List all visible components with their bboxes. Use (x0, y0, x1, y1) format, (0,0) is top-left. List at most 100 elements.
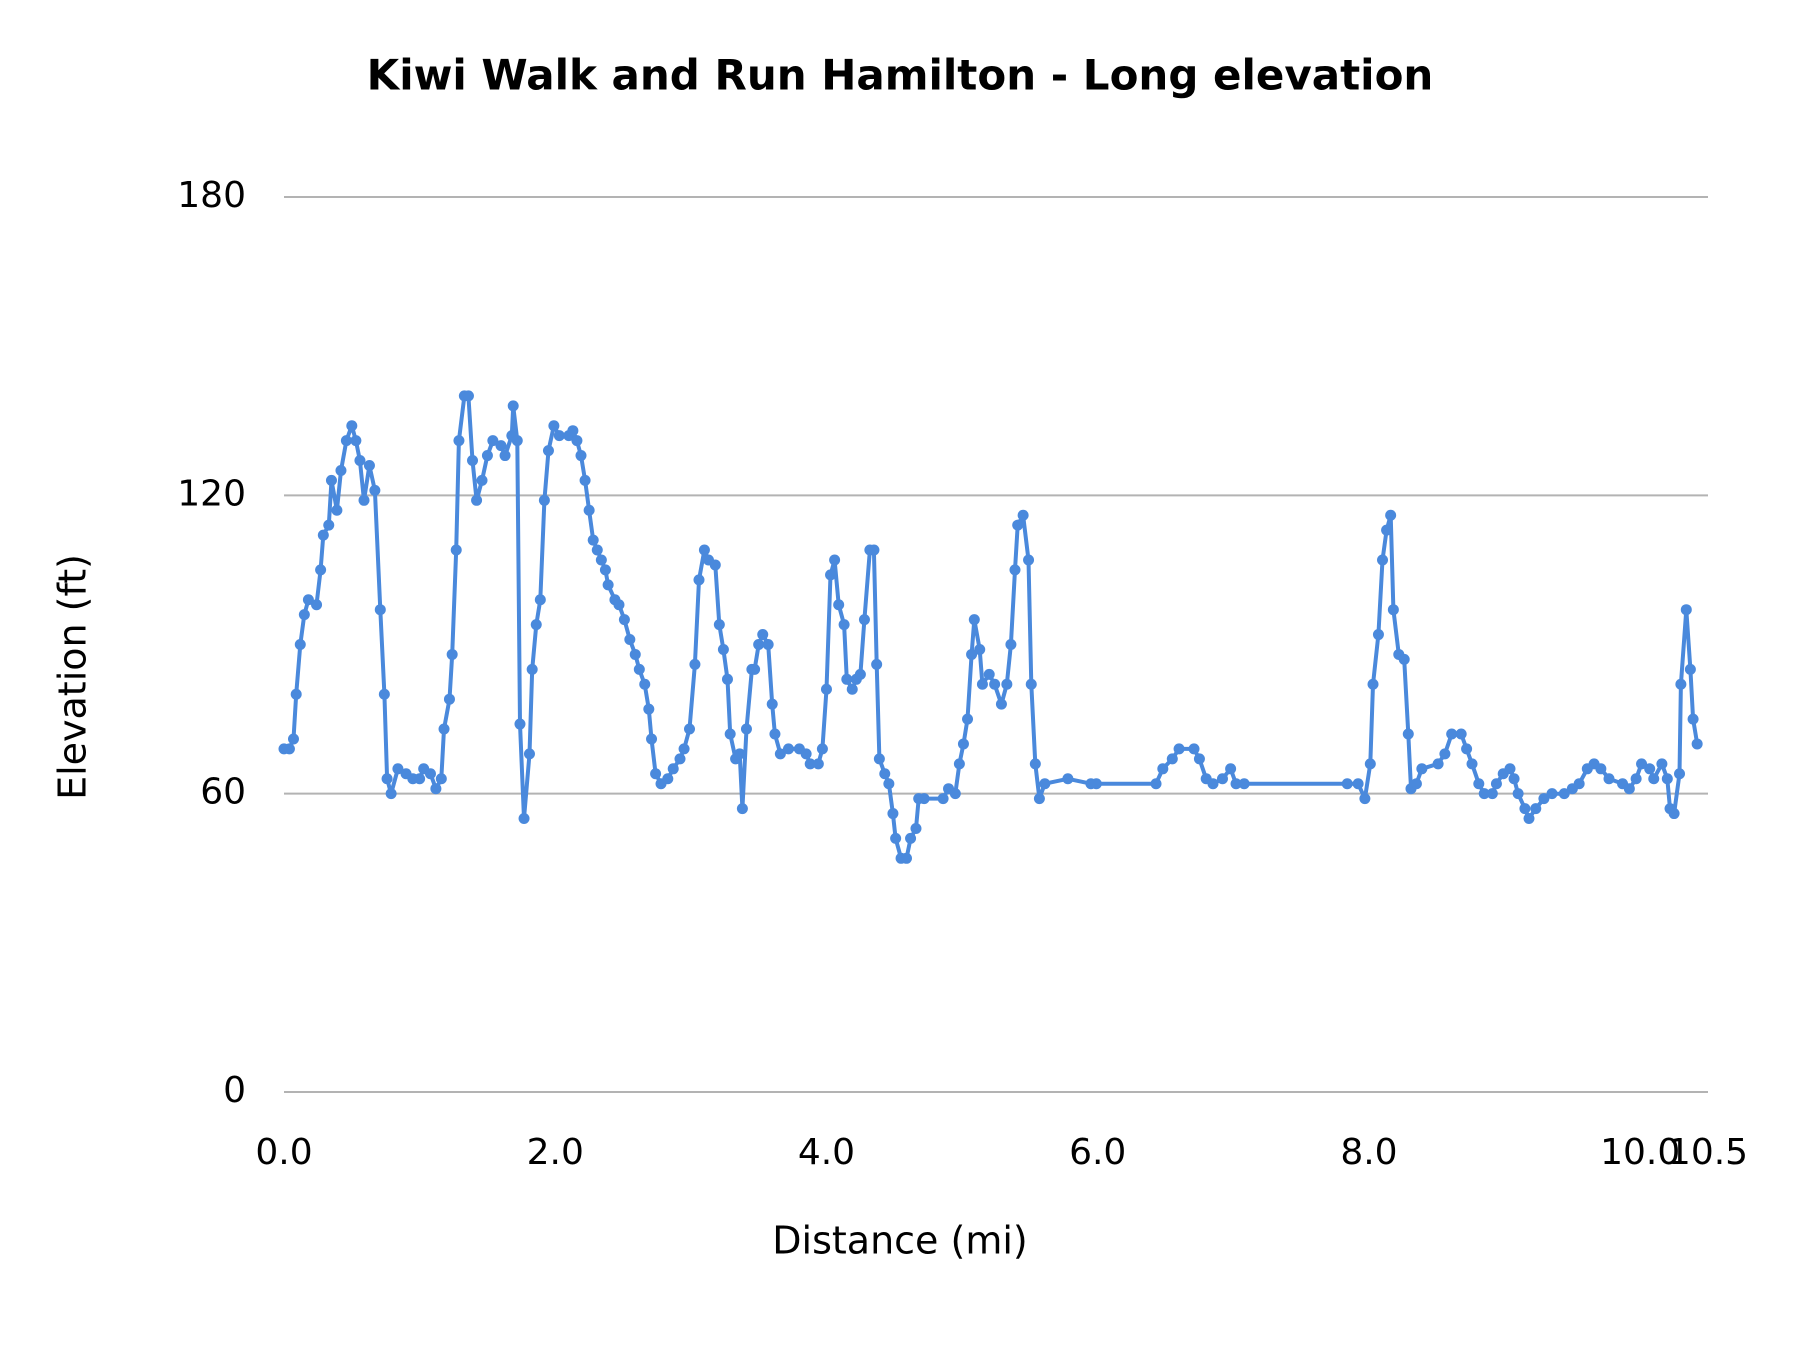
elevation-point (957, 738, 969, 750)
elevation-point (487, 435, 499, 447)
elevation-point (995, 698, 1007, 710)
elevation-point (1387, 604, 1399, 616)
elevation-point (910, 822, 922, 834)
elevation-point (323, 519, 335, 531)
elevation-point (523, 748, 535, 760)
elevation-point (1603, 773, 1615, 785)
elevation-point (1166, 753, 1178, 765)
elevation-point (713, 619, 725, 631)
elevation-point (1691, 738, 1703, 750)
elevation-point (548, 420, 560, 432)
elevation-point (346, 420, 358, 432)
elevation-point (968, 614, 980, 626)
elevation-point (1381, 524, 1393, 536)
elevation-point (774, 748, 786, 760)
elevation-point (599, 564, 611, 576)
elevation-point (983, 668, 995, 680)
elevation-point (298, 609, 310, 621)
elevation-point (1656, 758, 1668, 770)
elevation-point (571, 435, 583, 447)
elevation-point (613, 599, 625, 611)
x-axis-title: Distance (mi) (772, 1219, 1027, 1263)
elevation-point (1546, 788, 1558, 800)
elevation-point (538, 494, 550, 506)
elevation-point (430, 783, 442, 795)
elevation-point (762, 639, 774, 650)
elevation-point (1025, 678, 1037, 690)
elevation-point (1446, 728, 1458, 740)
elevation-point (825, 569, 837, 581)
y-axis-title: Elevation (ft) (51, 554, 95, 800)
elevation-point (900, 852, 912, 864)
elevation-point (471, 494, 483, 506)
elevation-point (858, 614, 870, 626)
x-tick-label: 4.0 (798, 1132, 855, 1173)
elevation-point (1193, 753, 1205, 765)
y-tick-label: 0 (223, 1070, 246, 1111)
elevation-point (553, 430, 565, 442)
elevation-point (883, 778, 895, 790)
x-tick-label: 10.0 (1600, 1132, 1680, 1173)
elevation-point (949, 788, 961, 800)
elevation-point (311, 599, 323, 611)
elevation-point (674, 753, 686, 765)
elevation-point (495, 440, 507, 452)
elevation-point (1009, 564, 1021, 576)
elevation-point (579, 474, 591, 486)
elevation-point (363, 460, 375, 471)
elevation-point (643, 703, 655, 715)
elevation-point (734, 748, 746, 760)
elevation-point (804, 758, 816, 770)
elevation-point (1238, 778, 1250, 790)
elevation-point (1416, 763, 1428, 775)
elevation-point (583, 504, 595, 516)
elevation-point (1359, 793, 1371, 805)
elevation-point (450, 544, 462, 556)
elevation-point (1367, 678, 1379, 690)
elevation-point (1508, 773, 1520, 785)
elevation-point (435, 773, 447, 785)
elevation-point (816, 743, 828, 755)
elevation-point (1341, 778, 1353, 790)
elevation-point (358, 494, 370, 506)
elevation-point (1150, 778, 1162, 790)
elevation-point (873, 753, 885, 765)
elevation-point (462, 390, 474, 402)
elevation-point (1033, 793, 1045, 805)
elevation-point (736, 803, 748, 815)
elevation-point (800, 748, 812, 760)
elevation-point (1558, 788, 1570, 800)
elevation-point (1674, 768, 1686, 780)
elevation-point (325, 474, 337, 486)
elevation-point (587, 534, 599, 546)
elevation-point (414, 773, 426, 785)
elevation-point (392, 763, 404, 775)
elevation-point (1439, 748, 1451, 760)
elevation-point (385, 788, 397, 800)
elevation-point (953, 758, 965, 770)
elevation-point (1188, 743, 1200, 755)
elevation-point (591, 544, 603, 556)
elevation-point (499, 450, 511, 462)
elevation-point (868, 544, 880, 556)
elevation-point (629, 648, 641, 660)
elevation-point (769, 728, 781, 740)
elevation-point (542, 445, 554, 457)
elevation-point (1023, 554, 1035, 566)
elevation-point (1207, 778, 1219, 790)
elevation-point (1372, 629, 1384, 641)
elevation-point (1001, 678, 1013, 690)
elevation-point (567, 425, 579, 437)
elevation-point (369, 484, 381, 496)
elevation-point (783, 743, 795, 755)
elevation-point (1530, 803, 1542, 815)
elevation-point (1648, 773, 1660, 785)
elevation-point (962, 713, 974, 725)
elevation-point (829, 554, 841, 566)
elevation-point (1039, 778, 1051, 790)
elevation-point (812, 758, 824, 770)
elevation-point (1623, 783, 1635, 795)
elevation-point (317, 529, 329, 541)
elevation-point (1230, 778, 1242, 790)
elevation-point (438, 723, 450, 735)
